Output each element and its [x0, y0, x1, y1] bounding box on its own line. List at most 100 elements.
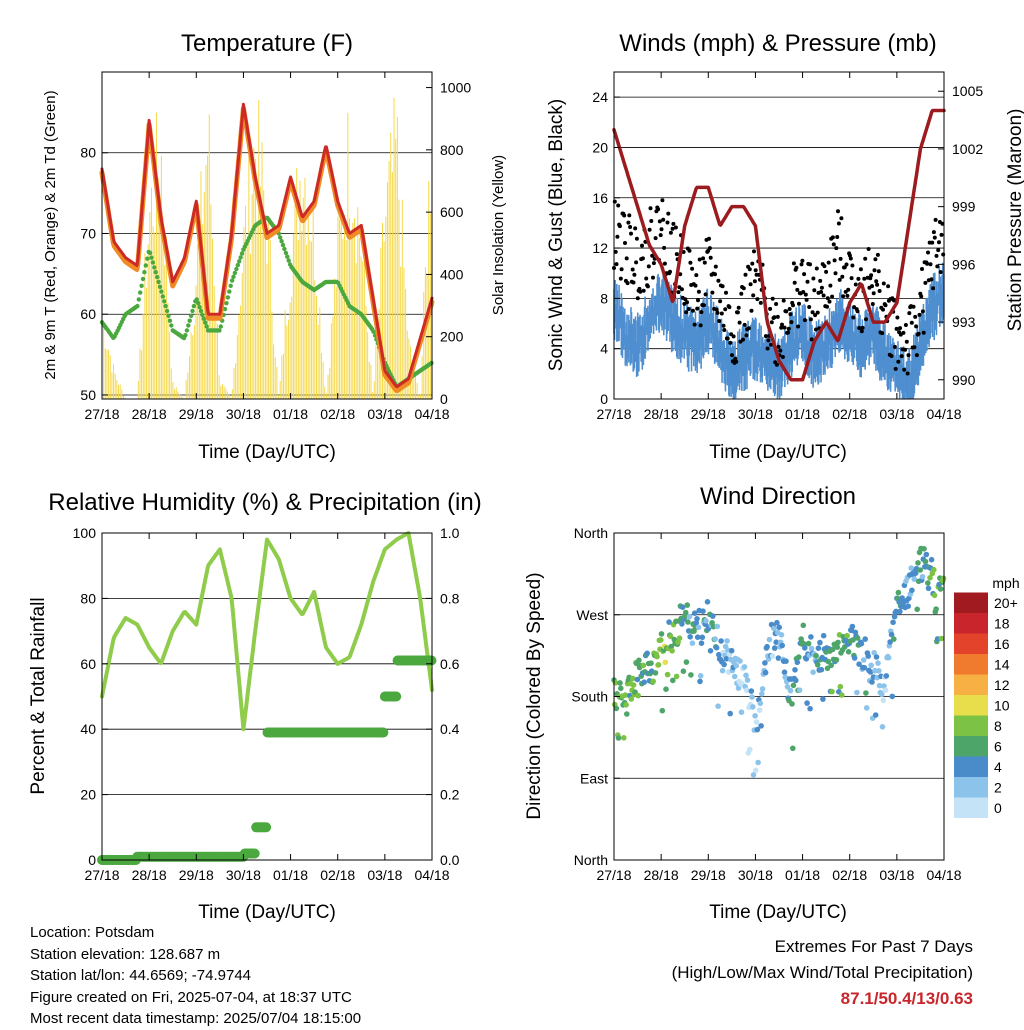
direction-point	[748, 688, 755, 694]
direction-point	[694, 634, 701, 640]
x-tick-label: 02/18	[320, 867, 355, 883]
gust-point	[857, 326, 862, 330]
gust-point	[774, 302, 779, 306]
direction-point	[911, 576, 917, 582]
gust-point	[814, 327, 818, 332]
direction-point	[658, 631, 665, 637]
gust-point	[812, 288, 817, 293]
direction-point	[923, 551, 930, 558]
direction-point	[634, 676, 641, 683]
gust-point	[810, 310, 815, 315]
dewpoint-point	[152, 265, 157, 270]
direction-point	[669, 648, 675, 654]
gust-point	[696, 289, 701, 294]
direction-point	[863, 690, 869, 696]
gust-point	[799, 262, 804, 267]
dewpoint-point	[150, 260, 156, 265]
direction-point	[654, 653, 660, 660]
direction-point	[756, 707, 763, 713]
y-tick-label: 100	[73, 525, 97, 541]
y-tick-label: 20	[592, 139, 608, 155]
x-tick-label: 04/18	[414, 867, 449, 883]
gust-point	[629, 231, 633, 236]
y-tick-label: 0	[88, 852, 96, 868]
direction-point	[773, 639, 779, 645]
legend-swatch	[954, 674, 988, 695]
gust-point	[941, 252, 946, 257]
gust-point	[772, 315, 777, 320]
x-tick-label: 02/18	[320, 406, 355, 422]
gust-point	[707, 246, 712, 251]
gust-point	[881, 281, 886, 286]
dewpoint-point	[225, 295, 231, 300]
direction-point	[897, 608, 903, 615]
gust-point	[822, 264, 827, 269]
legend-label: 10	[994, 697, 1010, 713]
gust-point	[750, 261, 755, 266]
direction-point	[937, 586, 944, 592]
direction-point	[775, 655, 782, 661]
humidity-ylabel-left: Percent & Total Rainfall	[28, 597, 49, 794]
wind-left-ticks: 0 4 8 12 16 20 24	[592, 89, 620, 407]
direction-point	[685, 619, 691, 625]
direction-point	[719, 667, 726, 674]
dewpoint-point	[184, 328, 190, 333]
gust-point	[931, 230, 936, 235]
direction-point	[673, 673, 680, 680]
y2-tick-label: 1005	[952, 83, 983, 99]
direction-point	[814, 662, 821, 668]
dewpoint-point	[143, 263, 148, 268]
direction-point	[641, 679, 647, 685]
dewpoint-point	[136, 297, 141, 302]
gust-point	[690, 308, 695, 313]
direction-point	[868, 662, 874, 669]
direction-point	[875, 660, 881, 666]
direction-point	[921, 546, 927, 552]
gust-point	[694, 273, 699, 278]
gust-point	[792, 280, 797, 285]
direction-point	[805, 640, 812, 647]
dewpoint-point	[204, 324, 209, 329]
gust-point	[832, 258, 837, 263]
direction-point	[670, 677, 676, 684]
gust-point	[796, 324, 801, 329]
x-tick-label: 01/18	[273, 406, 308, 422]
dewpoint-point	[283, 250, 289, 256]
direction-point	[862, 636, 868, 642]
x-tick-label: 29/18	[691, 406, 726, 422]
direction-point	[876, 682, 883, 689]
gust-point	[870, 302, 875, 306]
gust-point	[835, 235, 840, 239]
direction-point	[833, 657, 840, 663]
legend-label: 18	[994, 615, 1010, 631]
gust-point	[845, 293, 850, 298]
gust-point	[640, 256, 645, 261]
dewpoint-point	[156, 279, 161, 285]
direction-point	[762, 660, 768, 666]
temperature-left-ticks: 50 60 70 80	[80, 145, 108, 403]
direction-point	[617, 680, 623, 686]
y2-tick-label: 1000	[440, 80, 471, 96]
direction-point	[686, 613, 693, 620]
direction-point	[933, 606, 939, 612]
direction-point	[622, 692, 629, 698]
gust-point	[818, 278, 823, 283]
gust-point	[808, 317, 813, 322]
direction-point	[697, 678, 703, 685]
direction-point	[652, 670, 659, 676]
direction-point	[800, 622, 807, 629]
direction-point	[844, 632, 850, 639]
gust-point	[710, 290, 715, 295]
direction-point	[834, 644, 841, 650]
precip-point	[249, 848, 260, 859]
gust-point	[830, 294, 835, 299]
direction-point	[820, 632, 827, 639]
gust-point	[646, 264, 651, 269]
direction-point	[644, 650, 650, 657]
dewpoint-point	[279, 239, 284, 244]
x-tick-label: 01/18	[785, 406, 820, 422]
gust-point	[692, 322, 697, 327]
extremes-line1: Extremes For Past 7 Days	[774, 937, 973, 956]
direction-point	[790, 745, 796, 752]
gust-point	[851, 315, 856, 320]
